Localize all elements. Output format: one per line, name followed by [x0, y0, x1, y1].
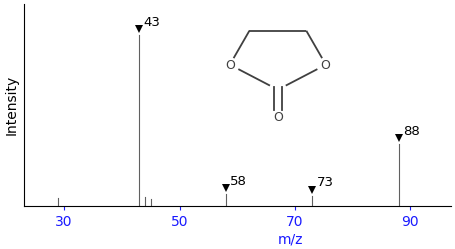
Text: 43: 43	[144, 16, 161, 29]
Y-axis label: Intensity: Intensity	[4, 75, 18, 135]
Text: 73: 73	[317, 176, 334, 189]
Text: 88: 88	[404, 125, 420, 138]
Text: 58: 58	[230, 175, 247, 187]
Text: m/z: m/z	[278, 232, 303, 246]
